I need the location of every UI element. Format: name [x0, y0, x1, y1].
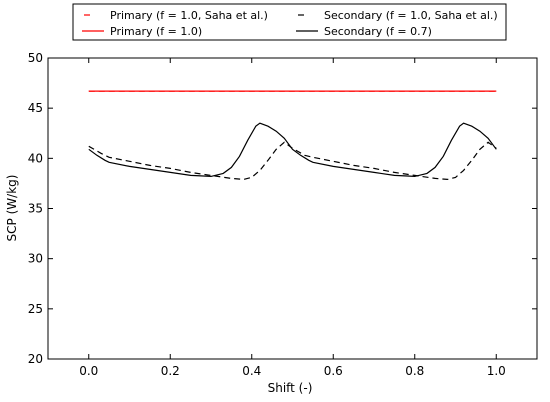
y-tick-label: 25	[28, 302, 43, 316]
x-tick-label: 0.6	[324, 364, 343, 378]
plot-frame	[47, 57, 538, 360]
x-tick-label: 1.0	[487, 364, 506, 378]
x-tick-label: 0.0	[79, 364, 98, 378]
legend-label-3: Secondary (f = 0.7)	[324, 25, 432, 38]
legend-box	[72, 3, 507, 41]
y-axis-label: SCP (W/kg)	[5, 175, 19, 242]
y-tick-label: 35	[28, 202, 43, 216]
y-tick-label: 40	[28, 151, 43, 165]
y-tick-label: 20	[28, 352, 43, 366]
y-tick-label: 30	[28, 252, 43, 266]
legend-label-0: Primary (f = 1.0, Saha et al.)	[110, 9, 268, 22]
legend-label-1: Primary (f = 1.0)	[110, 25, 202, 38]
series-line-3	[88, 122, 497, 178]
plot-area: 0.0 0.2 0.4 0.6 0.8 1.0 20 25 30 35 40 45 50	[28, 51, 538, 378]
x-tick-label: 0.2	[161, 364, 180, 378]
x-tick-label: 0.4	[242, 364, 261, 378]
x-tick-label: 0.8	[405, 364, 424, 378]
legend-label-2: Secondary (f = 1.0, Saha et al.)	[324, 9, 498, 22]
y-tick-label: 45	[28, 101, 43, 115]
y-tick-label: 50	[28, 51, 43, 65]
x-axis-label: Shift (-)	[268, 381, 313, 395]
series-line-2	[88, 141, 497, 181]
legend: Primary (f = 1.0, Saha et al.) Primary (f…	[72, 3, 507, 41]
